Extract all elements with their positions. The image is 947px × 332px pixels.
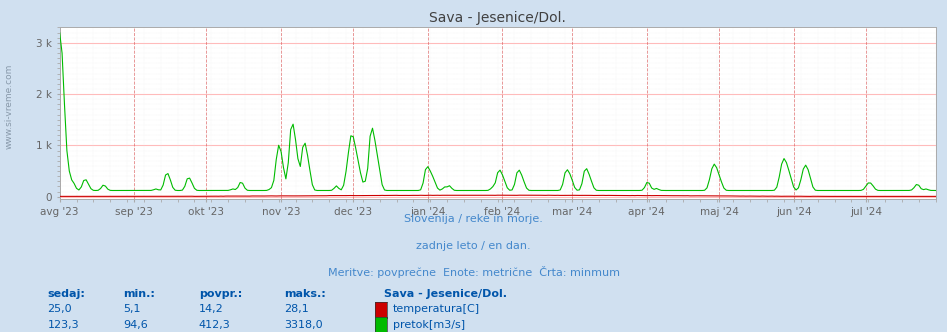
Text: sedaj:: sedaj: (47, 289, 85, 299)
Text: temperatura[C]: temperatura[C] (393, 304, 480, 314)
Text: 94,6: 94,6 (123, 320, 148, 330)
Text: 412,3: 412,3 (199, 320, 231, 330)
Text: 3318,0: 3318,0 (284, 320, 323, 330)
Text: www.si-vreme.com: www.si-vreme.com (5, 63, 14, 149)
Text: pretok[m3/s]: pretok[m3/s] (393, 320, 465, 330)
Title: Sava - Jesenice/Dol.: Sava - Jesenice/Dol. (429, 11, 566, 25)
Text: zadnje leto / en dan.: zadnje leto / en dan. (416, 241, 531, 251)
Text: Slovenija / reke in morje.: Slovenija / reke in morje. (404, 214, 543, 224)
Text: maks.:: maks.: (284, 289, 326, 299)
Text: 14,2: 14,2 (199, 304, 223, 314)
Text: 25,0: 25,0 (47, 304, 72, 314)
Text: povpr.:: povpr.: (199, 289, 242, 299)
Text: 5,1: 5,1 (123, 304, 140, 314)
Text: 28,1: 28,1 (284, 304, 309, 314)
Text: 123,3: 123,3 (47, 320, 79, 330)
Text: Meritve: povprečne  Enote: metrične  Črta: minmum: Meritve: povprečne Enote: metrične Črta:… (328, 266, 619, 278)
Text: Sava - Jesenice/Dol.: Sava - Jesenice/Dol. (384, 289, 507, 299)
Text: min.:: min.: (123, 289, 155, 299)
